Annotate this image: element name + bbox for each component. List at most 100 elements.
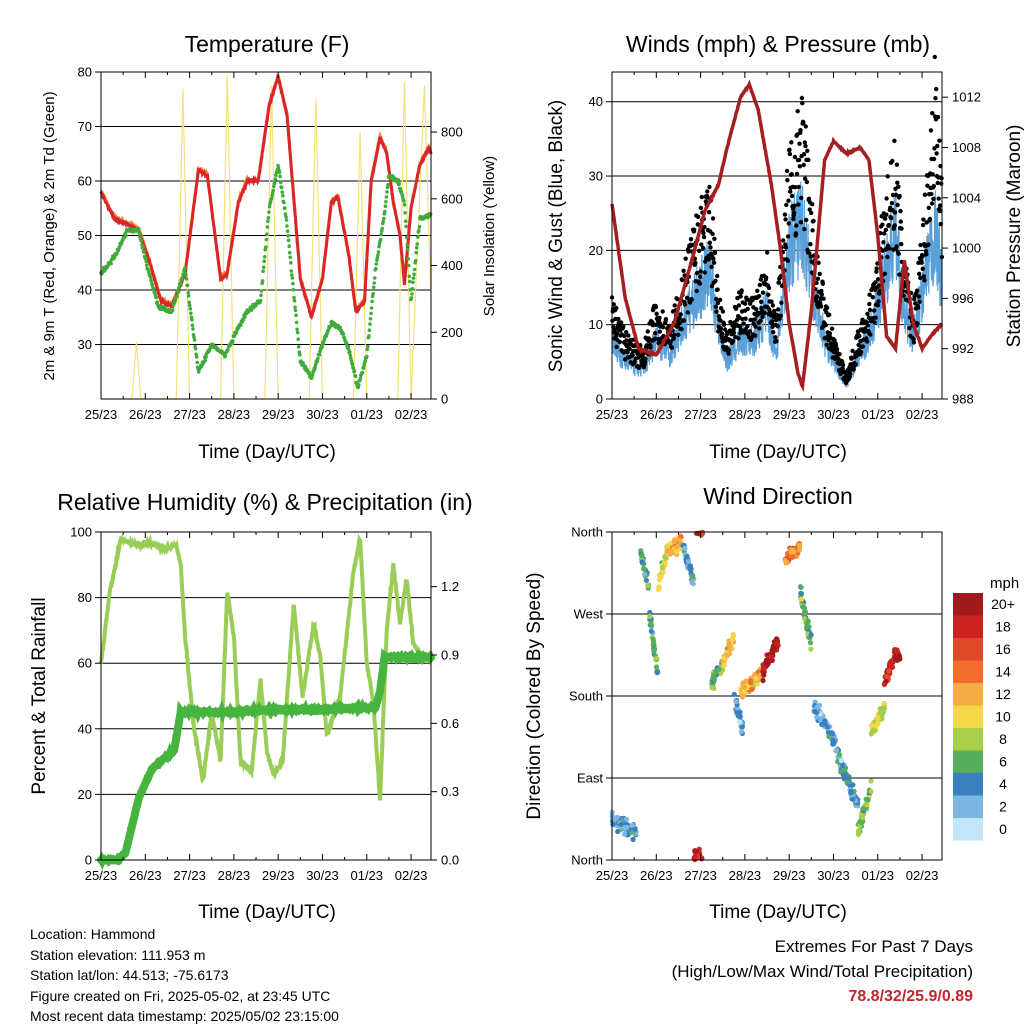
direction-point [807, 640, 814, 646]
dewpoint-point [155, 300, 160, 304]
y2-tick-label: 996 [952, 291, 974, 306]
dewpoint-point [296, 345, 301, 349]
gust-point [625, 350, 630, 355]
gust-point [757, 326, 762, 331]
direction-point [775, 641, 781, 648]
gust-point [712, 236, 717, 241]
direction-point [895, 654, 901, 661]
gust-point [669, 345, 675, 350]
y-tick-label: 0 [85, 853, 92, 868]
humidity-ylabel-left: Percent & Total Rainfall [29, 597, 50, 794]
gust-point [890, 158, 895, 164]
direction-point [798, 596, 805, 602]
gust-point [700, 245, 706, 251]
gust-point [718, 306, 724, 311]
humidity-panel: Relative Humidity (%) & Precipitation (i… [29, 489, 473, 923]
gust-point [931, 196, 936, 202]
gust-point [794, 171, 800, 177]
dewpoint-point [366, 344, 370, 349]
x-tick-label: 28/23 [729, 868, 762, 883]
gust-point [816, 260, 821, 265]
gust-point [834, 347, 840, 352]
gust-point [614, 331, 620, 336]
dewpoint-point [413, 258, 418, 263]
dewpoint-point [353, 374, 358, 379]
dewpoint-point [187, 300, 191, 305]
winds-ylabel-left: Sonic Wind & Gust (Blue, Black) [546, 100, 567, 372]
dewpoint-point [294, 313, 298, 318]
gust-point [677, 320, 682, 326]
colorbar-swatch [953, 705, 983, 728]
dewpoint-point [377, 244, 381, 249]
y-tick-label: 80 [78, 65, 92, 80]
gust-point [702, 224, 707, 230]
dewpoint-point [406, 257, 411, 261]
gust-point [800, 101, 805, 106]
gust-point [881, 240, 886, 245]
gust-point [884, 212, 889, 217]
gust-point [621, 324, 626, 329]
gust-point [749, 335, 754, 341]
gust-point [653, 304, 659, 310]
gust-point [644, 343, 649, 348]
dewpoint-point [188, 303, 192, 308]
gust-point [889, 201, 895, 206]
dewpoint-point [374, 266, 378, 271]
gust-point [806, 196, 812, 201]
gust-point [860, 344, 866, 349]
dewpoint-point [414, 250, 419, 255]
gust-point [915, 321, 920, 326]
gust-point [937, 138, 942, 143]
temperature-ylabel-right: Solar Insolation (Yellow) [481, 156, 498, 316]
direction-point [797, 584, 804, 590]
gust-point [882, 231, 887, 236]
gust-point [827, 331, 833, 336]
gust-point [847, 371, 853, 377]
gust-point [614, 344, 619, 350]
x-tick-label: 26/23 [129, 868, 162, 883]
direction-point [658, 574, 664, 580]
gust-point [939, 181, 944, 186]
gust-point [935, 114, 941, 120]
dewpoint-point [226, 347, 230, 352]
gust-point [779, 300, 784, 305]
winds-ylabel-right: Station Pressure (Maroon) [1004, 125, 1024, 348]
direction-point [856, 830, 862, 837]
dewpoint-point [231, 339, 235, 343]
dewpoint-point [316, 356, 320, 361]
gust-point [911, 340, 917, 345]
gust-point [851, 367, 856, 372]
direction-point [688, 567, 694, 573]
direction-point [760, 677, 766, 684]
gust-point [786, 198, 791, 203]
dewpoint-point [138, 234, 142, 238]
dewpoint-point [289, 260, 293, 265]
gust-point [918, 275, 923, 281]
gust-point [920, 222, 926, 228]
gust-point [897, 193, 902, 199]
gust-point [806, 157, 811, 163]
x-tick-label: 02/23 [395, 868, 428, 883]
dewpoint-point [262, 259, 267, 264]
dewpoint-point [280, 190, 285, 194]
dewpoint-point [266, 219, 270, 223]
gust-point [872, 320, 877, 325]
dewpoint-point [180, 276, 185, 280]
gust-point [793, 231, 799, 236]
gust-point [706, 257, 711, 262]
dewpoint-point [346, 347, 351, 352]
colorbar-label: 10 [995, 709, 1011, 725]
gust-point [931, 156, 937, 162]
colorbar-title: mph [990, 575, 1019, 592]
gust-point [801, 152, 807, 157]
dewpoint-point [403, 219, 408, 223]
colorbar-swatch [953, 750, 983, 773]
dewpoint-point [382, 216, 386, 221]
y2-tick-label: 0.0 [441, 853, 459, 868]
dewpoint-point [404, 235, 409, 240]
gust-point [926, 205, 931, 210]
gust-point [930, 111, 935, 116]
gust-point [927, 216, 933, 222]
direction-point [801, 604, 807, 611]
